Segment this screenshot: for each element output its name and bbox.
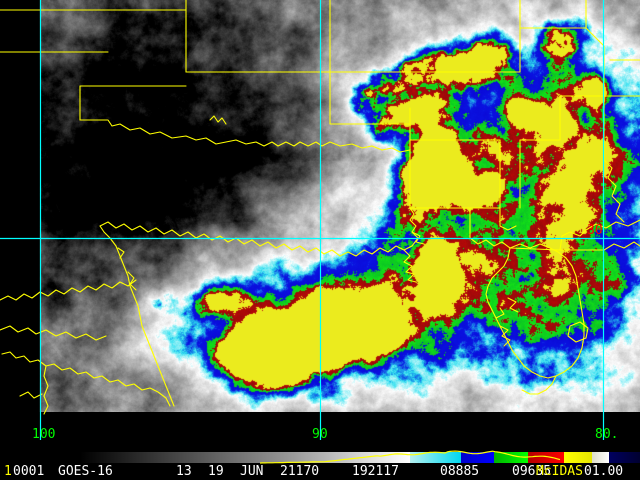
- latitude-label: 30: [587, 223, 603, 238]
- colorbar-segment: [592, 452, 610, 463]
- colorbar-segment: [460, 452, 495, 463]
- satellite-image-panel[interactable]: [0, 0, 640, 412]
- satellite-name: GOES-16: [58, 464, 113, 479]
- colorbar-segment: [564, 452, 593, 463]
- colorbar-segment: [292, 452, 411, 463]
- status-line: 1 0001 GOES-16 13 19 JUN 21170 192117 08885 09635…: [0, 463, 640, 480]
- colorbar-segment: [609, 452, 640, 463]
- longitude-label: 100: [32, 427, 56, 442]
- julian-day: 21170: [280, 464, 320, 479]
- line-count: 08885: [440, 464, 480, 479]
- colorbar-segment: [494, 452, 528, 463]
- longitude-label: 80.: [595, 427, 619, 442]
- software-name: McIDAS: [536, 464, 583, 479]
- element-count: 09635: [512, 464, 552, 479]
- month-name: JUN: [240, 464, 264, 479]
- satellite-infrared-image[interactable]: [0, 0, 640, 412]
- colorbar-segment: [528, 452, 565, 463]
- colorbar-segment: [80, 452, 293, 463]
- band-number: 13: [176, 464, 192, 479]
- enhancement-colorbar[interactable]: [80, 452, 640, 463]
- frame-id: 0001: [13, 464, 45, 479]
- day-of-month: 19: [208, 464, 224, 479]
- resolution: 01.00: [584, 464, 624, 479]
- time-utc: 192117: [352, 464, 399, 479]
- prefix-digit: 1: [4, 464, 12, 479]
- longitude-label: 90: [312, 427, 328, 442]
- colorbar-segment: [410, 452, 461, 463]
